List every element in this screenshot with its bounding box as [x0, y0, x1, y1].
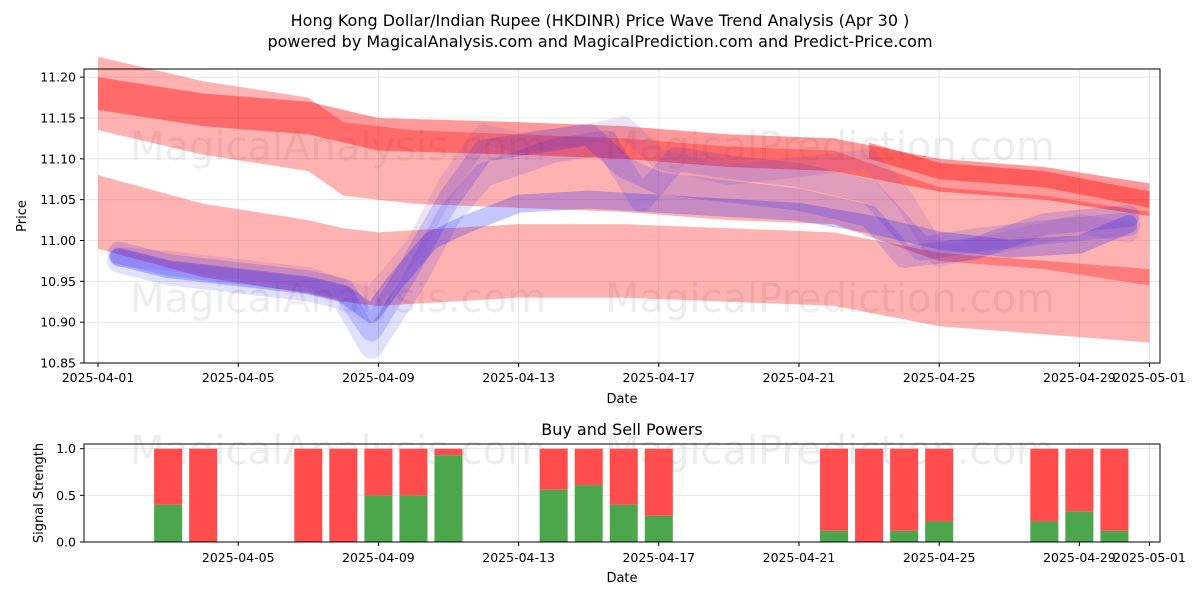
sell-bar-11 — [820, 448, 849, 531]
watermark-4: MagicalPrediction.com — [605, 276, 1055, 322]
sell-bar-3 — [329, 448, 358, 542]
power-ytick-label-1: 0.5 — [56, 488, 76, 503]
power-xtick-label-3: 2025-04-17 — [622, 550, 695, 565]
buy-bar-6 — [434, 455, 463, 542]
price-bands — [98, 56, 1150, 343]
watermark-1: MagicalAnalysis.com — [130, 124, 546, 170]
watermark-3: MagicalAnalysis.com — [130, 276, 546, 322]
price-ytick-label-3: 11.00 — [40, 233, 76, 248]
power-xtick-label-5: 2025-04-25 — [903, 550, 976, 565]
power-panel: Buy and Sell Powers MagicalAnalysis.com … — [32, 420, 1186, 586]
price-xtick-label-1: 2025-04-05 — [202, 370, 275, 385]
price-ytick-label-2: 10.95 — [40, 274, 76, 289]
sell-bar-17 — [1100, 448, 1129, 531]
sell-bar-4 — [364, 448, 393, 496]
price-xtick-label-4: 2025-04-17 — [622, 370, 695, 385]
power-axes-frame — [83, 443, 1161, 543]
price-xtick-label-0: 2025-04-01 — [62, 370, 135, 385]
price-ticks: 2025-04-01 2025-04-05 2025-04-09 2025-04-13… — [40, 70, 1186, 385]
buy-bar-10 — [644, 515, 673, 542]
sell-bar-7 — [539, 448, 568, 490]
price-panel: MagicalAnalysis.com MagicalPrediction.co… — [15, 56, 1186, 407]
price-xtick-label-6: 2025-04-25 — [903, 370, 976, 385]
sell-bar-8 — [574, 448, 603, 486]
power-ytick-label-0: 0.0 — [56, 535, 76, 550]
series-price — [110, 190, 1138, 323]
price-xtick-label-5: 2025-04-21 — [763, 370, 836, 385]
sell-bar-2 — [294, 448, 323, 542]
power-xtick-label-0: 2025-04-05 — [202, 550, 275, 565]
buy-bar-8 — [574, 485, 603, 542]
power-xtick-label-4: 2025-04-21 — [763, 550, 836, 565]
power-xtick-label-1: 2025-04-09 — [342, 550, 415, 565]
sell-bar-12 — [855, 448, 884, 542]
chart-title-line2: powered by MagicalAnalysis.com and Magic… — [267, 32, 932, 51]
price-watermarks: MagicalAnalysis.com MagicalPrediction.co… — [130, 124, 1055, 322]
price-xtick-label-3: 2025-04-13 — [482, 370, 555, 385]
power-ticks: 2025-04-05 2025-04-09 2025-04-13 2025-04-17… — [56, 441, 1186, 565]
price-ylabel: Price — [15, 200, 30, 232]
price-ytick-label-5: 11.10 — [40, 151, 76, 166]
buy-bar-15 — [1030, 521, 1059, 542]
sell-bar-10 — [644, 448, 673, 516]
power-xlabel: Date — [606, 571, 637, 586]
series-wave-c — [109, 116, 1139, 308]
sell-bar-1 — [189, 448, 218, 542]
power-xtick-label-7: 2025-05-01 — [1113, 550, 1186, 565]
buy-bar-4 — [364, 495, 393, 542]
band-lower-channel — [98, 175, 1150, 343]
price-ytick-label-0: 10.85 — [40, 356, 76, 371]
power-title: Buy and Sell Powers — [541, 420, 703, 439]
sell-bar-6 — [434, 448, 463, 456]
sell-bar-15 — [1030, 448, 1059, 522]
chart-title-line1: Hong Kong Dollar/Indian Rupee (HKDINR) P… — [291, 11, 910, 30]
price-series — [107, 116, 1141, 359]
watermark-2: MagicalPrediction.com — [605, 124, 1055, 170]
band-upper-core — [98, 77, 1150, 217]
price-ytick-label-1: 10.90 — [40, 315, 76, 330]
buy-bar-11 — [820, 530, 849, 542]
buy-bar-14 — [925, 521, 954, 542]
series-wave-a — [108, 123, 1140, 342]
series-wave-b — [107, 130, 1141, 359]
band-lower-core — [869, 142, 1150, 208]
sell-bar-14 — [925, 448, 954, 522]
price-ytick-label-6: 11.15 — [40, 111, 76, 126]
power-ytick-label-2: 1.0 — [56, 441, 76, 456]
price-ytick-label-4: 11.05 — [40, 192, 76, 207]
power-xtick-label-2: 2025-04-13 — [482, 550, 555, 565]
price-xtick-label-8: 2025-05-01 — [1113, 370, 1186, 385]
buy-bar-9 — [609, 504, 638, 542]
price-xlabel: Date — [606, 392, 637, 407]
sell-bar-0 — [154, 448, 183, 505]
price-xtick-label-7: 2025-04-29 — [1043, 370, 1116, 385]
buy-bar-7 — [539, 489, 568, 542]
band-upper-channel — [98, 56, 1150, 286]
buy-bar-0 — [154, 504, 183, 542]
sell-bar-9 — [609, 448, 638, 505]
price-axes-frame — [83, 68, 1161, 364]
sell-bar-16 — [1065, 448, 1094, 512]
power-bars — [154, 448, 1129, 542]
price-ytick-label-7: 11.20 — [40, 70, 76, 85]
buy-bar-17 — [1100, 530, 1129, 542]
buy-bar-5 — [399, 495, 428, 542]
power-ylabel: Signal Strength — [32, 443, 47, 543]
price-xtick-label-2: 2025-04-09 — [342, 370, 415, 385]
buy-bar-16 — [1065, 511, 1094, 542]
power-xtick-label-6: 2025-04-29 — [1043, 550, 1116, 565]
buy-bar-13 — [890, 530, 919, 542]
sell-bar-13 — [890, 448, 919, 531]
sell-bar-5 — [399, 448, 428, 496]
